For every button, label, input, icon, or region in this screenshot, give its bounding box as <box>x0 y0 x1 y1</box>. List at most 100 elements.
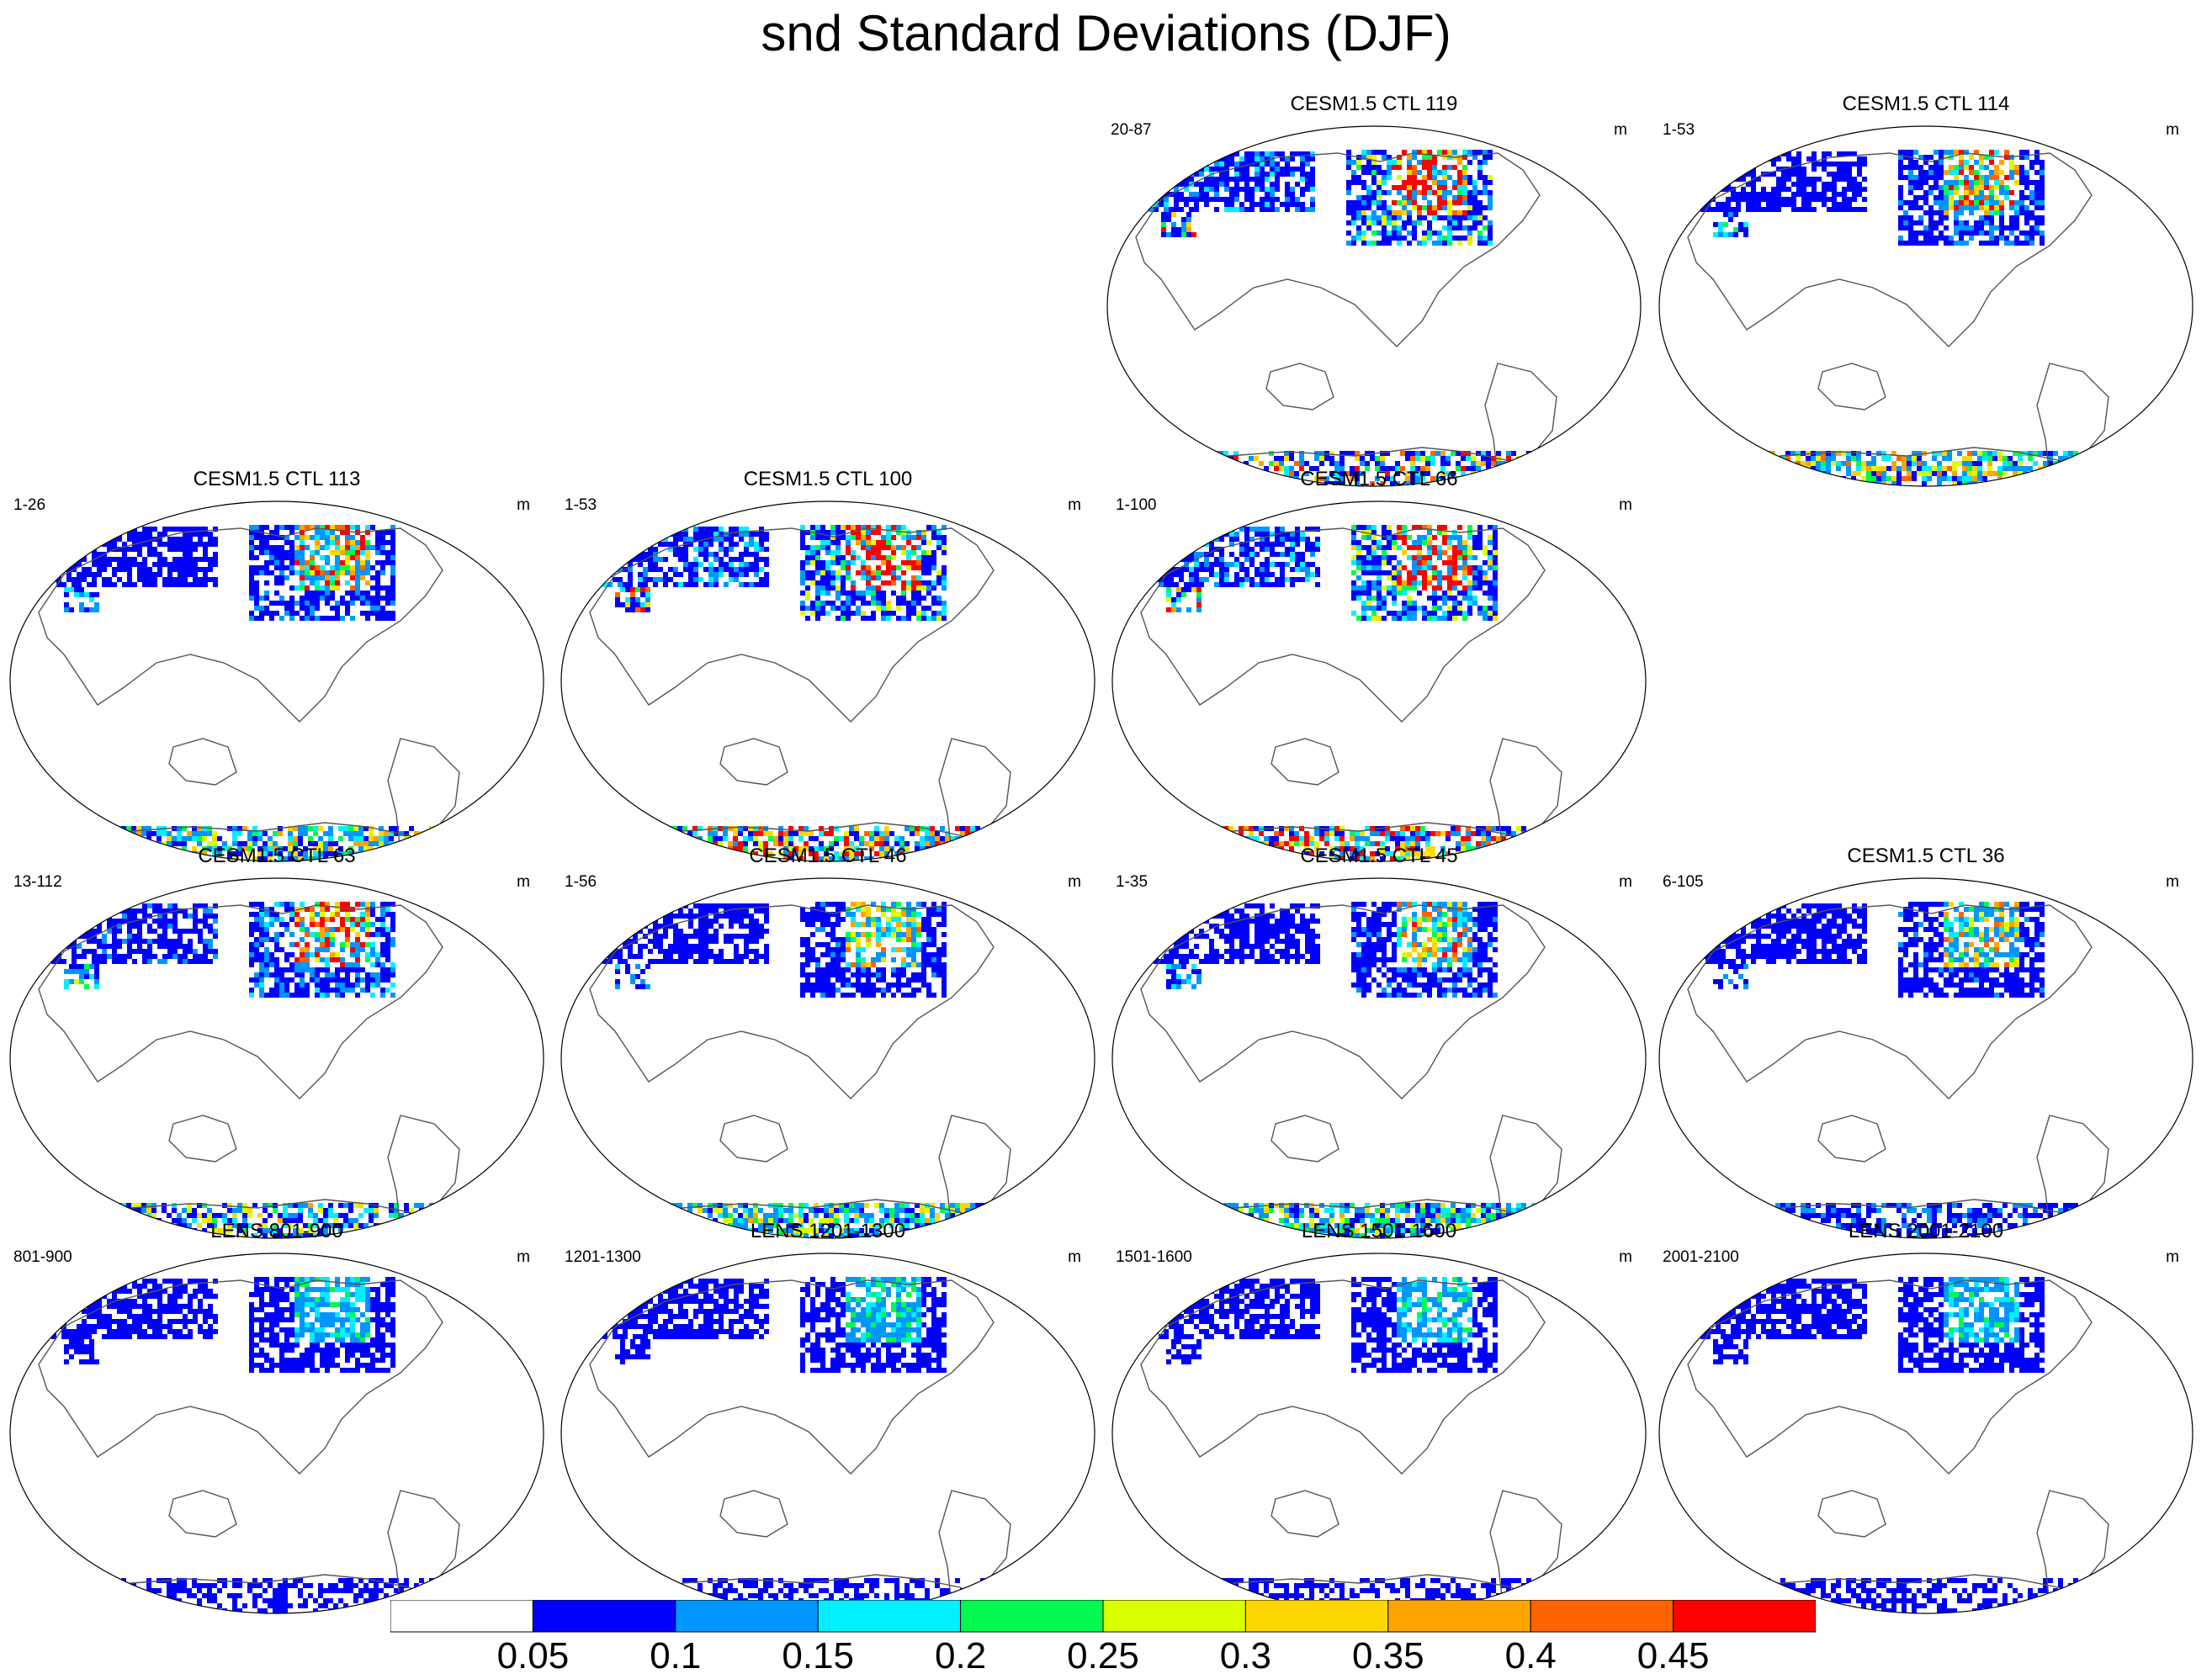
snow-cell <box>370 575 375 580</box>
snow-cell <box>886 601 891 606</box>
snow-cell <box>1351 530 1356 535</box>
snow-cell <box>1427 550 1432 555</box>
snow-cell <box>294 550 300 555</box>
snow-cell <box>273 841 278 846</box>
snow-cell <box>1790 466 1796 471</box>
snow-cell <box>1166 597 1171 602</box>
snow-cell <box>1954 190 1959 195</box>
snow-cell <box>1766 207 1771 212</box>
snow-cell <box>809 836 814 841</box>
snow-cell <box>1445 461 1451 466</box>
snow-cell <box>1908 225 1913 230</box>
snow-cell <box>363 836 369 841</box>
snow-cell <box>1959 220 1964 225</box>
snow-cell <box>2040 165 2045 170</box>
snow-cell <box>1999 170 2004 175</box>
snow-cell <box>844 856 849 861</box>
snow-cell <box>1467 200 1472 205</box>
snow-cell <box>2024 205 2029 210</box>
snow-cell <box>871 575 876 580</box>
snow-cell <box>1164 162 1169 167</box>
snow-cell <box>305 616 310 621</box>
snow-cell <box>2019 195 2024 200</box>
snow-cell <box>338 836 343 841</box>
snow-cell <box>1989 190 1994 195</box>
snow-cell <box>703 552 708 557</box>
snow-cell <box>936 575 942 580</box>
snow-cell <box>1999 200 2004 205</box>
snow-cell <box>851 585 856 591</box>
snow-cell <box>1934 180 1939 185</box>
snow-cell <box>1711 151 1716 156</box>
snow-cell <box>1432 596 1437 601</box>
snow-cell <box>1279 466 1284 471</box>
snow-cell <box>1224 172 1229 177</box>
snow-cell <box>1979 180 1984 185</box>
snow-cell <box>102 582 107 587</box>
snow-cell <box>1310 552 1315 557</box>
snow-cell <box>1822 182 1827 187</box>
snow-cell <box>1913 236 1918 241</box>
snow-cell <box>1493 585 1498 591</box>
snow-cell <box>1300 577 1305 582</box>
snow-cell <box>1310 167 1315 172</box>
snow-cell <box>835 560 841 565</box>
snow-cell <box>915 826 920 831</box>
snow-cell <box>1979 220 1984 225</box>
snow-cell <box>1927 466 1932 471</box>
snow-cell <box>851 601 856 606</box>
snow-cell <box>628 532 633 537</box>
snow-cell <box>2063 451 2068 456</box>
snow-cell <box>1493 525 1498 530</box>
snow-cell <box>851 525 856 530</box>
snow-cell <box>1922 481 1927 486</box>
snow-cell <box>1361 155 1366 160</box>
snow-cell <box>1738 227 1743 232</box>
snow-cell <box>911 596 916 601</box>
snow-cell <box>1290 547 1295 552</box>
snow-cell <box>385 560 390 565</box>
snow-cell <box>1361 560 1366 565</box>
snow-cell <box>835 540 841 545</box>
snow-cell <box>1382 596 1387 601</box>
snow-cell <box>419 836 424 841</box>
snow-cell <box>269 601 274 606</box>
snow-cell <box>1407 160 1412 165</box>
snow-cell <box>1937 486 1942 490</box>
snow-cell <box>152 577 157 582</box>
snow-cell <box>1407 165 1412 170</box>
snow-cell <box>1171 602 1176 607</box>
snow-cell <box>370 525 375 530</box>
snow-cell <box>1974 175 1979 180</box>
snow-cell <box>1952 476 1957 481</box>
snow-cell <box>942 545 947 550</box>
snow-cell <box>1705 202 1711 207</box>
snow-cell <box>1493 616 1498 621</box>
snow-cell <box>793 851 798 856</box>
snow-cell <box>1775 466 1780 471</box>
snow-cell <box>1356 575 1361 580</box>
snow-cell <box>289 545 294 550</box>
snow-cell <box>729 557 734 562</box>
snow-cell <box>1928 185 1934 190</box>
snow-cell <box>663 532 668 537</box>
snow-cell <box>729 542 734 547</box>
snow-cell <box>1189 542 1194 547</box>
snow-cell <box>1817 177 1822 182</box>
snow-cell <box>424 836 429 841</box>
snow-cell <box>227 846 232 851</box>
snow-cell <box>1775 461 1780 466</box>
snow-cell <box>1477 580 1483 585</box>
snow-cell <box>906 606 911 611</box>
snow-cell <box>1397 616 1402 621</box>
snow-cell <box>1402 601 1407 606</box>
snow-cell <box>904 826 910 831</box>
snow-cell <box>1726 177 1731 182</box>
snow-cell <box>841 525 846 530</box>
snow-cell <box>778 836 783 841</box>
snow-cell <box>1483 241 1488 246</box>
snow-cell <box>1254 826 1259 831</box>
snow-cell <box>1410 466 1415 471</box>
snow-cell <box>1417 560 1422 565</box>
snow-cell <box>936 596 942 601</box>
